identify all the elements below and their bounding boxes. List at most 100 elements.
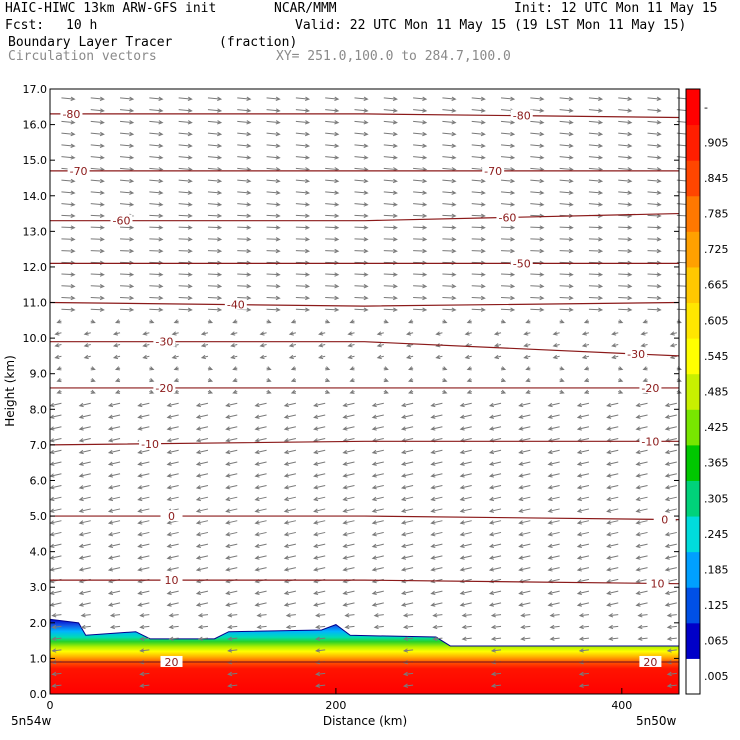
circulation-vector: [78, 496, 91, 502]
circulation-vector: [490, 683, 502, 688]
circulation-vector: [266, 131, 281, 137]
circulation-vector: [547, 402, 560, 408]
circulation-vector: [559, 155, 574, 160]
circulation-vector: [488, 496, 502, 502]
circulation-vector: [78, 567, 91, 572]
circulation-vector: [530, 284, 545, 289]
circulation-vector: [195, 543, 209, 549]
circulation-vector: [120, 143, 135, 148]
circulation-vector: [78, 602, 91, 607]
contour-label-bg: [639, 435, 662, 447]
circulation-vector: [383, 108, 398, 113]
circulation-vector: [61, 143, 76, 148]
circulation-vector: [107, 426, 121, 431]
circulation-vector: [283, 567, 296, 572]
circulation-vector: [225, 508, 238, 513]
circulation-vector: [500, 295, 516, 301]
contour-label-bg: [153, 381, 176, 393]
circulation-vector: [56, 378, 62, 383]
circulation-vector: [354, 178, 369, 184]
circulation-vector: [254, 590, 267, 596]
circulation-vector: [266, 307, 281, 312]
circulation-vector: [608, 636, 619, 641]
x-end-label-left: 5n54w: [11, 714, 52, 728]
colorbar-label: .185: [704, 563, 729, 576]
colorbar-label: .005: [704, 670, 729, 683]
circulation-vector: [149, 295, 164, 301]
circulation-vector: [137, 508, 150, 513]
circulation-vector: [90, 190, 105, 195]
circulation-vector: [325, 284, 340, 289]
circulation-vector: [137, 414, 150, 419]
circulation-vector: [54, 354, 62, 360]
circulation-vector: [288, 331, 297, 336]
circulation-vector: [207, 319, 214, 324]
circulation-vector: [588, 202, 604, 207]
circulation-vector: [78, 461, 91, 466]
circulation-vector: [371, 543, 384, 549]
circulation-vector: [578, 624, 589, 630]
circulation-vector: [207, 378, 214, 383]
circulation-vector: [137, 402, 150, 408]
circulation-vector: [207, 366, 214, 371]
circulation-vector: [647, 178, 662, 184]
circulation-vector: [618, 96, 633, 101]
circulation-vector: [530, 307, 545, 312]
circulation-vector: [371, 473, 384, 478]
circulation-vector: [107, 496, 121, 502]
circulation-vector: [618, 237, 633, 242]
circulation-vector: [618, 202, 633, 207]
circulation-vector: [664, 590, 677, 596]
colorbar-label: .365: [704, 457, 729, 470]
circulation-vector: [266, 272, 281, 277]
circulation-vector: [647, 307, 662, 312]
circulation-vector: [295, 237, 311, 242]
circulation-vector: [325, 272, 340, 277]
circulation-vector: [195, 590, 209, 596]
circulation-vector: [195, 531, 209, 537]
circulation-vector: [83, 331, 91, 336]
circulation-vector: [266, 178, 281, 184]
circulation-vector: [90, 307, 105, 312]
circulation-vector: [430, 461, 443, 466]
colorbar-swatch: [686, 302, 700, 339]
circulation-vector: [442, 378, 448, 383]
colorbar-swatch: [686, 516, 700, 553]
circulation-vector: [195, 402, 209, 408]
circulation-vector: [349, 366, 355, 371]
circulation-vector: [166, 555, 179, 560]
circulation-vector: [578, 613, 589, 618]
circulation-vector: [120, 295, 135, 301]
colorbar-swatch: [686, 195, 700, 232]
contour-label-bg: [482, 164, 505, 176]
circulation-vector: [266, 143, 281, 148]
circulation-vector: [266, 319, 272, 324]
circulation-vector: [488, 602, 502, 607]
y-tick-label: 17.0: [23, 83, 48, 96]
circulation-vector: [354, 295, 369, 301]
circulation-vector: [49, 520, 62, 525]
circulation-vector: [559, 307, 574, 312]
circulation-vector: [606, 531, 619, 537]
circulation-vector: [490, 613, 502, 618]
circulation-vector: [400, 461, 414, 466]
circulation-vector: [225, 567, 238, 572]
circulation-vector: [559, 108, 574, 113]
contour-label: 10: [651, 577, 665, 590]
circulation-vector: [588, 272, 604, 277]
contour-label-bg: [60, 107, 83, 119]
circulation-vector: [442, 108, 457, 113]
circulation-vector: [137, 461, 150, 466]
circulation-vector: [383, 96, 398, 101]
circulation-vector: [430, 414, 443, 419]
circulation-vector: [430, 508, 443, 513]
circulation-vector: [408, 366, 414, 371]
circulation-vector: [432, 636, 443, 641]
circulation-vector: [578, 648, 589, 653]
circulation-vector: [518, 426, 531, 431]
circulation-vector: [459, 402, 472, 408]
circulation-vector: [402, 613, 414, 618]
circulation-vector: [325, 143, 340, 148]
colorbar-label: .485: [704, 386, 729, 399]
circulation-vector: [295, 213, 311, 218]
